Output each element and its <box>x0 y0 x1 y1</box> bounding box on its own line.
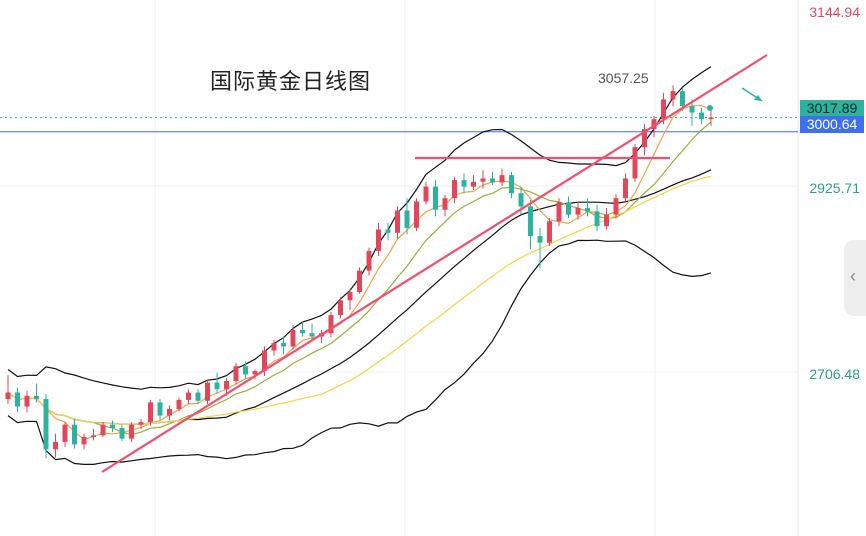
candle <box>575 201 581 220</box>
candle <box>490 171 495 186</box>
ma-long-line <box>7 175 712 425</box>
candle <box>556 198 562 227</box>
candle <box>252 369 258 380</box>
current-price-dot <box>707 105 713 111</box>
candle <box>670 85 676 106</box>
candle <box>5 375 11 405</box>
candle <box>699 107 704 125</box>
candle <box>338 297 343 319</box>
candle <box>34 383 39 403</box>
direction-arrow <box>741 87 763 102</box>
candle <box>176 397 182 412</box>
lower-band <box>7 239 712 465</box>
axis-tick-label: 2706.48 <box>809 366 860 382</box>
candle <box>15 387 20 413</box>
candle <box>708 110 714 126</box>
candle <box>452 176 457 204</box>
candle <box>433 180 438 217</box>
candle <box>423 181 429 205</box>
upper-band <box>7 66 712 390</box>
candle <box>613 194 619 218</box>
candle <box>43 394 49 459</box>
candle <box>547 217 552 246</box>
candle <box>366 247 372 276</box>
candle <box>138 418 144 429</box>
candle <box>271 339 277 356</box>
collapse-side-panel-button[interactable]: ‹ <box>844 240 866 316</box>
candle <box>129 422 134 442</box>
candle <box>186 389 191 405</box>
candle <box>689 99 695 126</box>
candle <box>347 288 353 311</box>
candle <box>395 206 400 240</box>
candle <box>328 311 334 338</box>
candle <box>62 422 68 447</box>
candle <box>53 433 58 458</box>
peak-price-annotation: 3057.25 <box>598 70 649 86</box>
candle <box>376 222 381 256</box>
candle <box>110 420 115 433</box>
candle <box>205 379 210 405</box>
candle <box>309 323 315 342</box>
middle-band <box>7 169 712 425</box>
ma-short-line <box>7 105 712 441</box>
candle <box>509 171 514 199</box>
candle <box>461 173 467 194</box>
candle <box>480 170 486 189</box>
ma-mid-line <box>7 121 712 436</box>
candle <box>195 389 201 405</box>
axis-tick-label: 3144.94 <box>809 4 860 20</box>
candle <box>632 143 638 182</box>
candle <box>300 321 305 337</box>
candle <box>91 428 96 441</box>
candle <box>157 399 163 421</box>
candle <box>167 405 172 421</box>
candle <box>148 399 153 426</box>
candle <box>471 175 476 190</box>
candle <box>642 124 647 156</box>
candle <box>290 324 296 350</box>
candle <box>24 390 30 413</box>
candle <box>604 208 609 230</box>
candle <box>233 362 239 385</box>
candle <box>243 361 248 380</box>
candle <box>357 267 362 294</box>
candle <box>119 424 125 442</box>
candle <box>585 198 590 217</box>
candle <box>594 204 600 232</box>
candles <box>5 85 714 459</box>
candle <box>72 418 77 449</box>
chart-title: 国际黄金日线图 <box>210 70 372 95</box>
candle <box>281 336 286 355</box>
candle <box>404 198 410 235</box>
candle <box>442 194 448 217</box>
axis-tick-label: 2925.71 <box>809 180 860 196</box>
candle <box>214 372 220 395</box>
moving-averages <box>7 105 712 441</box>
candle <box>385 222 391 241</box>
candle <box>566 196 571 218</box>
current-price-tag: 3017.89 <box>800 100 864 117</box>
candle <box>100 422 106 437</box>
trend-drawings[interactable] <box>101 54 768 473</box>
candle <box>499 168 505 186</box>
bollinger-bands <box>7 66 712 465</box>
chevron-left-icon: ‹ <box>850 266 856 286</box>
candle <box>414 198 419 232</box>
uptrend-line[interactable] <box>101 54 768 473</box>
horizontal-line-price-tag: 3000.64 <box>800 116 864 133</box>
candle <box>537 227 543 269</box>
grid-lines <box>0 0 799 536</box>
candle <box>528 199 533 250</box>
candle <box>623 173 628 202</box>
candle <box>81 433 87 450</box>
